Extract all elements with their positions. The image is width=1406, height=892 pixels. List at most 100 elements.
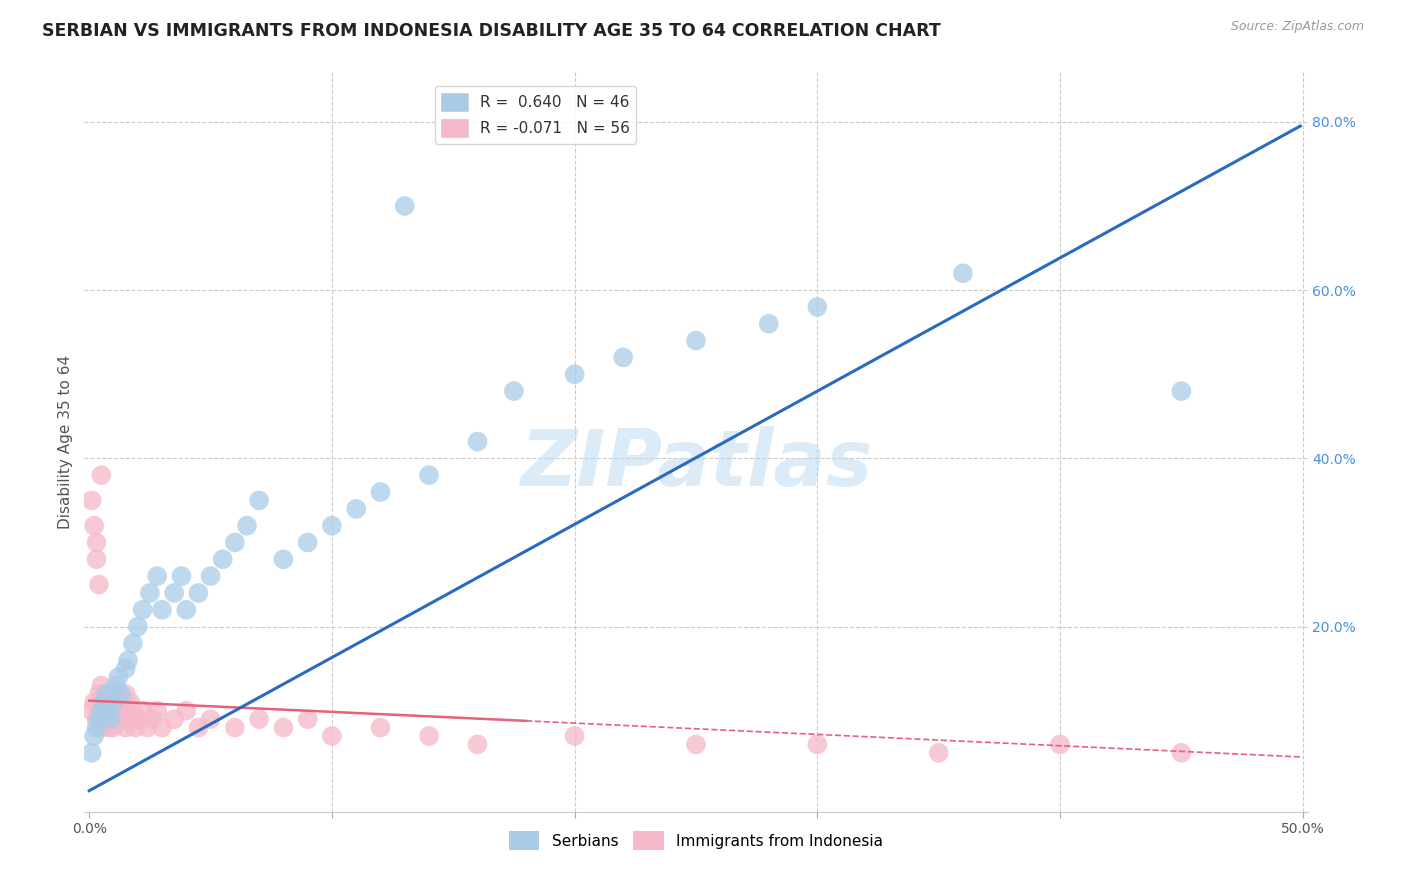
Point xyxy=(564,729,586,743)
Point xyxy=(112,704,135,718)
Point xyxy=(141,712,163,726)
Point xyxy=(211,552,233,566)
Point xyxy=(418,468,440,483)
Point xyxy=(80,704,103,718)
Point xyxy=(107,695,129,709)
Point xyxy=(150,603,173,617)
Point xyxy=(114,721,136,735)
Point xyxy=(103,695,125,709)
Point xyxy=(187,586,209,600)
Point xyxy=(370,485,392,500)
Point xyxy=(806,738,828,752)
Point xyxy=(97,721,120,735)
Point xyxy=(87,712,110,726)
Point xyxy=(96,687,118,701)
Point xyxy=(90,468,112,483)
Point xyxy=(86,712,108,726)
Point xyxy=(127,712,149,726)
Point xyxy=(273,721,295,735)
Point xyxy=(100,712,122,726)
Point xyxy=(93,695,115,709)
Point xyxy=(131,603,153,617)
Point xyxy=(758,317,780,331)
Point xyxy=(96,704,118,718)
Point xyxy=(93,712,115,726)
Point xyxy=(139,586,162,600)
Point xyxy=(503,384,526,398)
Point xyxy=(86,552,108,566)
Point xyxy=(124,721,146,735)
Point xyxy=(80,746,103,760)
Point xyxy=(200,569,222,583)
Point xyxy=(187,721,209,735)
Point xyxy=(127,619,149,633)
Point xyxy=(97,704,120,718)
Point xyxy=(174,603,197,617)
Point xyxy=(117,653,139,667)
Point xyxy=(612,351,634,365)
Point xyxy=(117,712,139,726)
Point xyxy=(83,695,105,709)
Point xyxy=(122,636,145,650)
Point xyxy=(122,704,145,718)
Text: Source: ZipAtlas.com: Source: ZipAtlas.com xyxy=(1230,20,1364,33)
Point xyxy=(163,712,186,726)
Point xyxy=(136,721,159,735)
Point xyxy=(370,721,392,735)
Legend: Serbians, Immigrants from Indonesia: Serbians, Immigrants from Indonesia xyxy=(502,825,890,856)
Point xyxy=(394,199,416,213)
Point xyxy=(93,695,115,709)
Point xyxy=(236,518,259,533)
Point xyxy=(114,687,136,701)
Point xyxy=(110,687,132,701)
Point xyxy=(224,535,246,549)
Point xyxy=(100,704,122,718)
Point xyxy=(685,738,707,752)
Point xyxy=(107,670,129,684)
Point xyxy=(146,704,169,718)
Point xyxy=(685,334,707,348)
Point xyxy=(564,368,586,382)
Point xyxy=(90,704,112,718)
Y-axis label: Disability Age 35 to 64: Disability Age 35 to 64 xyxy=(58,354,73,529)
Point xyxy=(150,721,173,735)
Point xyxy=(131,704,153,718)
Point xyxy=(114,662,136,676)
Point xyxy=(467,434,489,449)
Point xyxy=(170,569,193,583)
Point xyxy=(1170,384,1192,398)
Point xyxy=(1170,746,1192,760)
Point xyxy=(96,687,118,701)
Point xyxy=(100,712,122,726)
Point xyxy=(344,501,367,516)
Point xyxy=(104,679,127,693)
Point xyxy=(247,712,270,726)
Point xyxy=(120,695,142,709)
Point xyxy=(806,300,828,314)
Point xyxy=(87,687,110,701)
Point xyxy=(952,266,974,280)
Point xyxy=(321,518,343,533)
Point xyxy=(174,704,197,718)
Point xyxy=(297,535,319,549)
Point xyxy=(103,687,125,701)
Point xyxy=(1049,738,1071,752)
Point xyxy=(83,729,105,743)
Point xyxy=(86,535,108,549)
Point xyxy=(104,704,127,718)
Point xyxy=(86,721,108,735)
Point xyxy=(83,518,105,533)
Point xyxy=(200,712,222,726)
Point xyxy=(146,569,169,583)
Point xyxy=(273,552,295,566)
Text: ZIPatlas: ZIPatlas xyxy=(520,425,872,502)
Point xyxy=(321,729,343,743)
Point xyxy=(467,738,489,752)
Point xyxy=(97,695,120,709)
Text: SERBIAN VS IMMIGRANTS FROM INDONESIA DISABILITY AGE 35 TO 64 CORRELATION CHART: SERBIAN VS IMMIGRANTS FROM INDONESIA DIS… xyxy=(42,22,941,40)
Point xyxy=(90,721,112,735)
Point xyxy=(928,746,950,760)
Point xyxy=(418,729,440,743)
Point xyxy=(224,721,246,735)
Point xyxy=(110,712,132,726)
